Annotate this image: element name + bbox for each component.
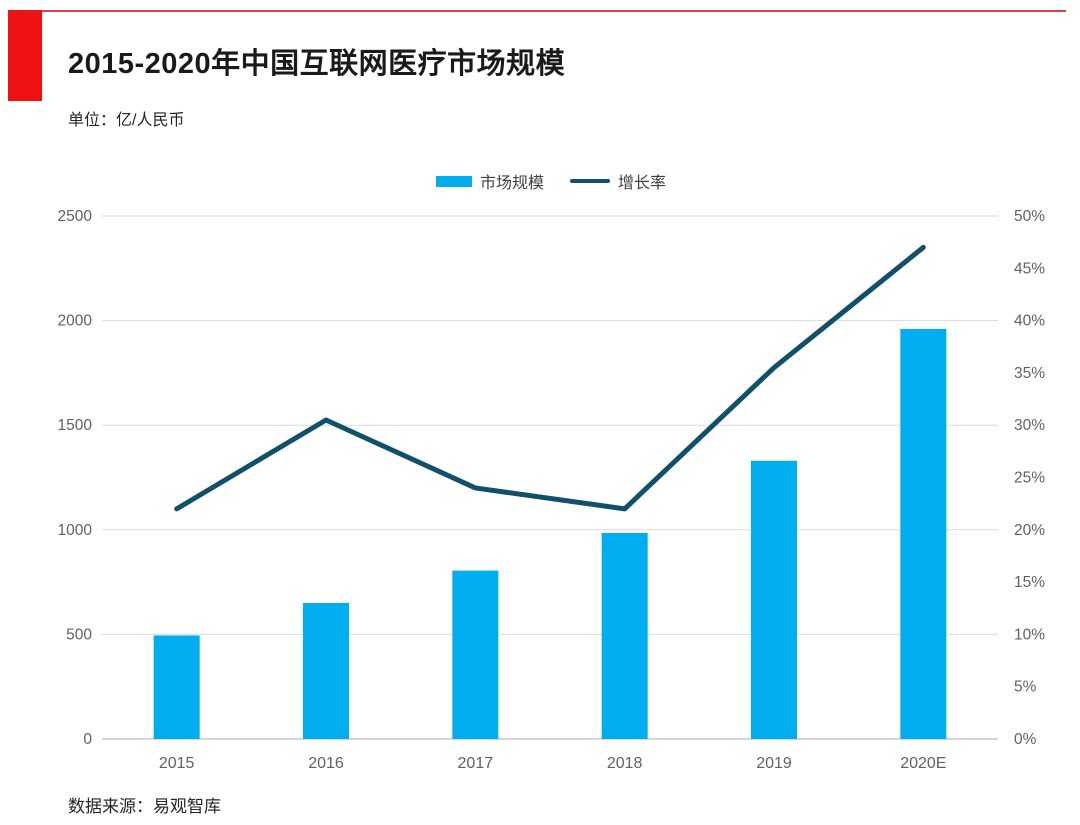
right-axis-tick-40: 40% bbox=[1014, 313, 1045, 330]
unit-label: 单位：亿/人民币 bbox=[68, 112, 185, 129]
legend-line-label: 增长率 bbox=[618, 175, 667, 192]
x-axis-label-2018: 2018 bbox=[607, 755, 643, 772]
bar-2020E bbox=[900, 328, 947, 739]
right-axis-tick-5: 5% bbox=[1014, 679, 1037, 696]
right-axis-tick-15: 15% bbox=[1014, 574, 1045, 591]
red-accent-block bbox=[8, 10, 42, 101]
left-axis-tick-0: 0 bbox=[83, 731, 92, 748]
left-axis-tick-1000: 1000 bbox=[58, 522, 93, 539]
page-title: 2015-2020年中国互联网医疗市场规模 bbox=[68, 48, 566, 80]
bar-2018 bbox=[601, 532, 648, 739]
chart-svg: 0 500 1000 1500 2000 2500 0% 5% 10% 15% 20% 25% 30% 3… bbox=[58, 208, 1046, 772]
data-source-note: 数据来源：易观智库 bbox=[68, 797, 221, 816]
bar-2019 bbox=[751, 460, 797, 739]
right-axis-tick-20: 20% bbox=[1014, 522, 1045, 539]
legend-item-market-size: 市场规模 bbox=[435, 169, 544, 193]
left-axis-tick-2500: 2500 bbox=[58, 208, 93, 225]
left-axis-tick-2000: 2000 bbox=[58, 313, 93, 330]
chart-legend: 市场规模 增长率 bbox=[102, 170, 1000, 192]
combo-chart: 0 500 1000 1500 2000 2500 0% 5% 10% 15% 20% 25% 30% 3… bbox=[0, 195, 1080, 795]
left-axis-tick-1500: 1500 bbox=[58, 417, 93, 434]
right-axis-tick-45: 45% bbox=[1014, 260, 1045, 277]
bar-2015 bbox=[153, 635, 200, 739]
legend-item-growth-rate: 增长率 bbox=[570, 169, 666, 193]
x-axis-label-2020E: 2020E bbox=[900, 755, 946, 772]
left-axis-tick-500: 500 bbox=[66, 626, 92, 643]
right-axis-tick-50: 50% bbox=[1014, 208, 1045, 225]
right-axis-tick-25: 25% bbox=[1014, 470, 1045, 487]
x-axis-label-2015: 2015 bbox=[159, 755, 195, 772]
right-axis-tick-30: 30% bbox=[1014, 417, 1045, 434]
x-axis-label-2016: 2016 bbox=[308, 755, 344, 772]
legend-bar-label: 市场规模 bbox=[479, 175, 544, 192]
x-axis-label-2017: 2017 bbox=[458, 755, 494, 772]
right-axis-tick-0: 0% bbox=[1014, 731, 1037, 748]
x-axis-label-2019: 2019 bbox=[756, 755, 792, 772]
bar-2016 bbox=[303, 603, 349, 739]
right-axis-tick-35: 35% bbox=[1014, 365, 1045, 382]
bar-2017 bbox=[452, 570, 499, 739]
bar-swatch-icon bbox=[435, 175, 472, 187]
growth-rate-line bbox=[174, 244, 926, 512]
line-swatch-icon bbox=[570, 179, 610, 183]
top-red-rule bbox=[10, 10, 1066, 12]
right-axis-tick-10: 10% bbox=[1014, 626, 1045, 643]
